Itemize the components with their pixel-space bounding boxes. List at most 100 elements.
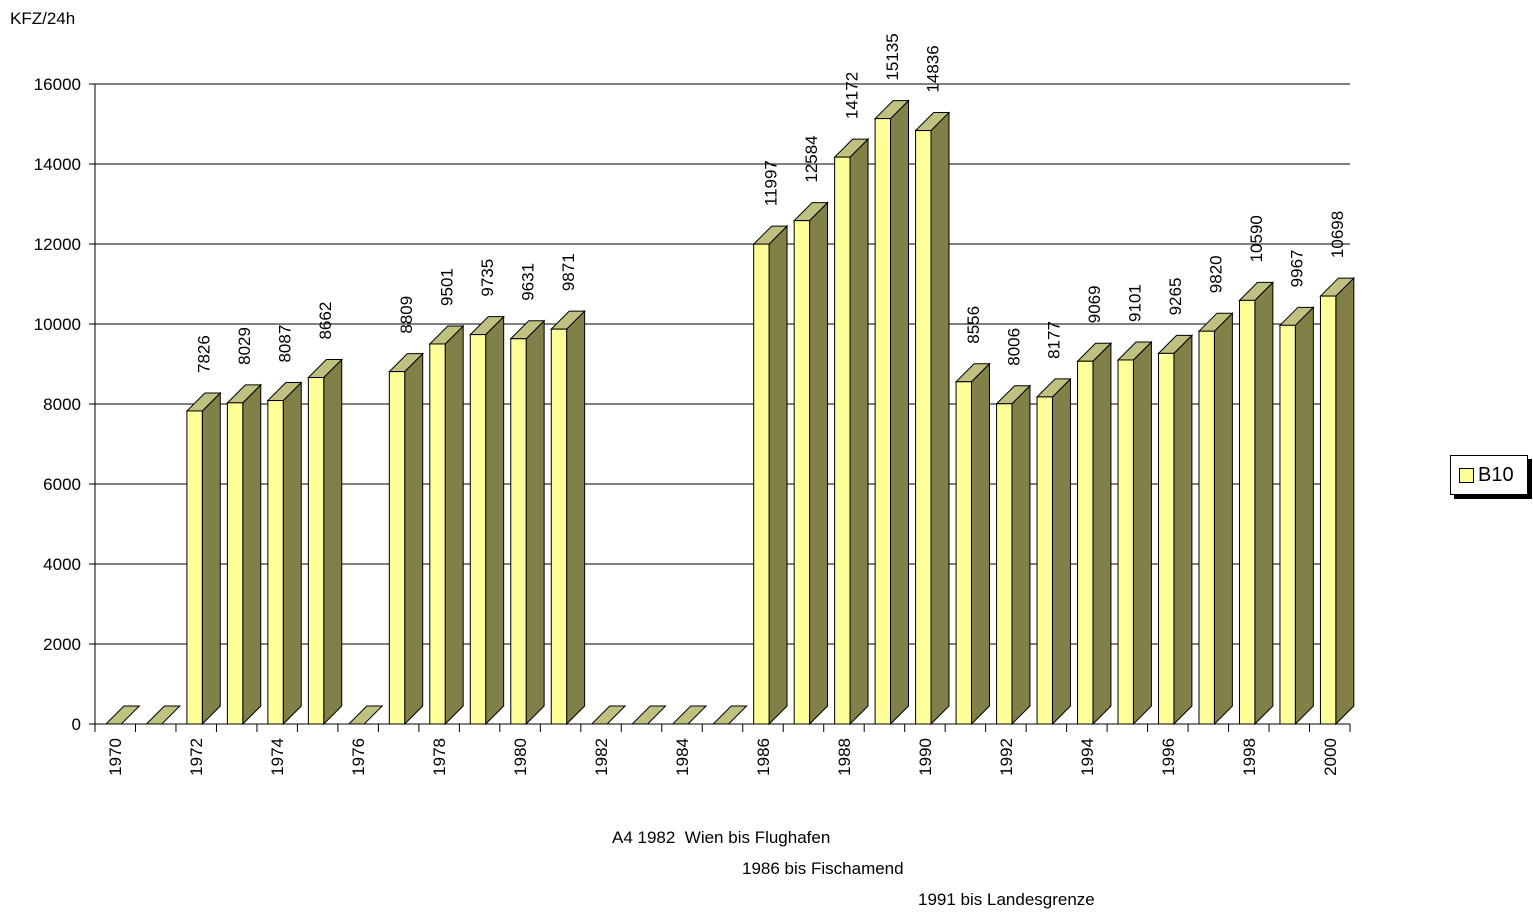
bar-1980 [509, 319, 546, 726]
value-label-1979: 9735 [478, 259, 497, 297]
legend-swatch [1459, 467, 1474, 483]
bar-front [429, 343, 446, 725]
bar-top [347, 705, 384, 725]
bar-1993 [1035, 377, 1072, 726]
bar-2000 [1319, 276, 1356, 726]
bar-side [890, 99, 910, 726]
value-label-1986: 11997 [761, 160, 780, 206]
bar-front [1238, 299, 1256, 725]
value-label-1973: 8029 [235, 327, 254, 365]
bar-top [590, 705, 627, 725]
legend-label: B10 [1478, 463, 1514, 486]
bar-1973 [226, 383, 262, 726]
y-tick-label: 8000 [43, 395, 81, 414]
bar-top [104, 705, 141, 725]
y-tick-label: 16000 [34, 75, 81, 94]
bar-front [1117, 359, 1134, 725]
bar-front [550, 328, 568, 725]
value-label-1980: 9631 [518, 263, 537, 301]
bar-front [226, 402, 244, 725]
value-label-1988: 14172 [842, 72, 861, 119]
bar-front [915, 130, 932, 725]
bar-1986 [752, 224, 789, 726]
y-tick-label: 4000 [43, 555, 81, 574]
value-label-1992: 8006 [1004, 328, 1023, 366]
bar-1983 [631, 705, 667, 725]
bar-side [444, 324, 464, 726]
y-tick-label: 14000 [34, 155, 81, 174]
bar-side [566, 309, 586, 726]
bar-side [323, 358, 343, 726]
bar-side [1254, 281, 1274, 726]
bar-front [186, 410, 203, 725]
bar-side [1294, 306, 1314, 726]
value-label-1977: 8809 [397, 296, 416, 334]
x-tick-label-1984: 1984 [673, 738, 692, 776]
value-label-1972: 7826 [195, 335, 214, 373]
x-tick-labels: 1970 1972 1974 1976 1978 1980 1982 1984 1986 1988… [106, 738, 1340, 776]
y-tick-label: 2000 [43, 635, 81, 654]
value-label-1987: 12584 [802, 135, 821, 182]
bar-front [1319, 295, 1337, 725]
bar-side [809, 201, 829, 726]
bar-side [1132, 340, 1152, 726]
value-label-1995: 9101 [1126, 284, 1145, 322]
bar-1991 [954, 362, 991, 726]
bar-side [970, 362, 990, 726]
bar-side [930, 111, 950, 726]
bar-side [1213, 311, 1233, 726]
y-tick-label: 6000 [43, 475, 81, 494]
axes [89, 83, 1351, 732]
bar-1985 [711, 705, 748, 725]
value-label-2000: 10698 [1328, 211, 1347, 258]
bar-side [242, 383, 262, 726]
x-tick-label-1988: 1988 [835, 738, 854, 776]
bar-side [485, 315, 505, 726]
x-tick-label-2000: 2000 [1321, 738, 1340, 776]
bar-front [753, 243, 770, 725]
value-label-1999: 9967 [1288, 249, 1307, 287]
bar-top [711, 705, 748, 725]
bar-1987 [792, 201, 829, 726]
bars [104, 99, 1356, 726]
bar-1997 [1197, 311, 1234, 726]
bar-1975 [307, 358, 343, 726]
bar-1978 [428, 324, 465, 726]
value-label-1978: 9501 [437, 268, 456, 306]
bar-front [793, 220, 811, 725]
y-tick-label: 0 [72, 715, 81, 734]
value-label-1974: 8087 [276, 325, 295, 363]
bar-side [849, 137, 869, 726]
bar-side [1173, 334, 1193, 726]
y-axis-title: KFZ/24h [10, 9, 75, 28]
bar-1971 [145, 705, 182, 725]
bar-1979 [469, 315, 505, 726]
x-tick-label-1990: 1990 [916, 738, 935, 776]
bar-1977 [388, 352, 424, 726]
bar-1999 [1278, 306, 1315, 726]
bar-top [671, 705, 708, 725]
x-tick-label-1998: 1998 [1240, 738, 1259, 776]
x-tick-label-1974: 1974 [268, 738, 287, 776]
bar-1995 [1116, 340, 1153, 726]
x-tick-label-1976: 1976 [349, 738, 368, 776]
value-label-1998: 10590 [1247, 215, 1266, 262]
bar-side [1011, 384, 1031, 726]
legend: B10 [1450, 455, 1528, 495]
x-tick-label-1996: 1996 [1159, 738, 1178, 776]
bar-front [1077, 360, 1094, 725]
bar-top [631, 705, 667, 725]
y-tick-label: 12000 [34, 235, 81, 254]
bar-front [388, 371, 406, 725]
value-label-1975: 8662 [316, 302, 335, 340]
bar-side [282, 381, 302, 726]
x-tick-label-1978: 1978 [430, 738, 449, 776]
value-labels: 7826 8029 8087 8662 8809 9501 9735 9631 9871 1199… [195, 33, 1348, 373]
bar-1990 [914, 111, 951, 726]
x-tick-label-1980: 1980 [511, 738, 530, 776]
bar-front [996, 403, 1013, 725]
bar-front [307, 377, 325, 725]
y-tick-labels: 0 2000 4000 6000 8000 10000 12000 14000 16000 [34, 75, 81, 734]
bar-1992 [995, 384, 1032, 726]
